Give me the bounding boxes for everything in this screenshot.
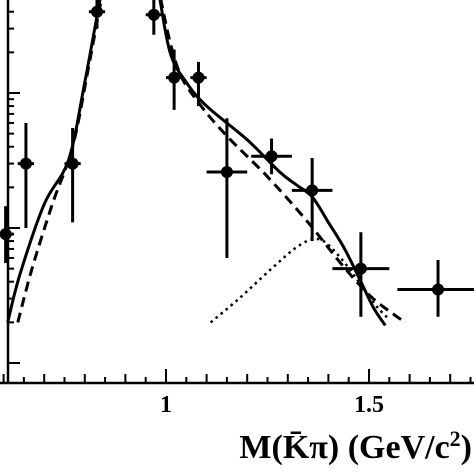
x-axis-title-close: ): [461, 429, 472, 466]
data-points: [0, 0, 474, 317]
data-point: [17, 122, 35, 228]
fit-curve-dotted: [209, 237, 391, 324]
data-marker: [306, 184, 319, 197]
data-marker: [147, 8, 160, 21]
data-marker: [354, 262, 367, 275]
data-point: [332, 232, 390, 317]
x-tick-labels: 1 1.5: [160, 392, 384, 418]
x-axis-title-main: M(K̄π) (GeV/c: [239, 429, 449, 466]
data-point: [251, 138, 292, 175]
data-marker: [432, 283, 445, 296]
x-axis-title-superscript: 2: [450, 426, 461, 451]
data-point: [190, 61, 207, 107]
x-tick-label: 1.5: [354, 392, 384, 418]
data-marker: [168, 71, 181, 84]
data-point: [206, 118, 248, 258]
data-marker: [90, 5, 103, 18]
data-point: [166, 49, 183, 110]
data-marker: [265, 150, 278, 163]
data-point: [397, 259, 474, 317]
data-point: [88, 0, 106, 29]
data-marker: [220, 165, 233, 178]
data-marker: [0, 228, 12, 241]
data-point: [0, 206, 14, 264]
data-point: [145, 0, 162, 35]
x-tick-label: 1: [160, 392, 172, 418]
data-point: [64, 128, 81, 223]
data-marker: [66, 157, 79, 170]
x-axis-title: M(K̄π) (GeV/c2): [239, 426, 472, 467]
x-axis: [0, 369, 474, 385]
data-marker: [192, 71, 205, 84]
data-marker: [19, 157, 32, 170]
data-point: [291, 158, 333, 242]
